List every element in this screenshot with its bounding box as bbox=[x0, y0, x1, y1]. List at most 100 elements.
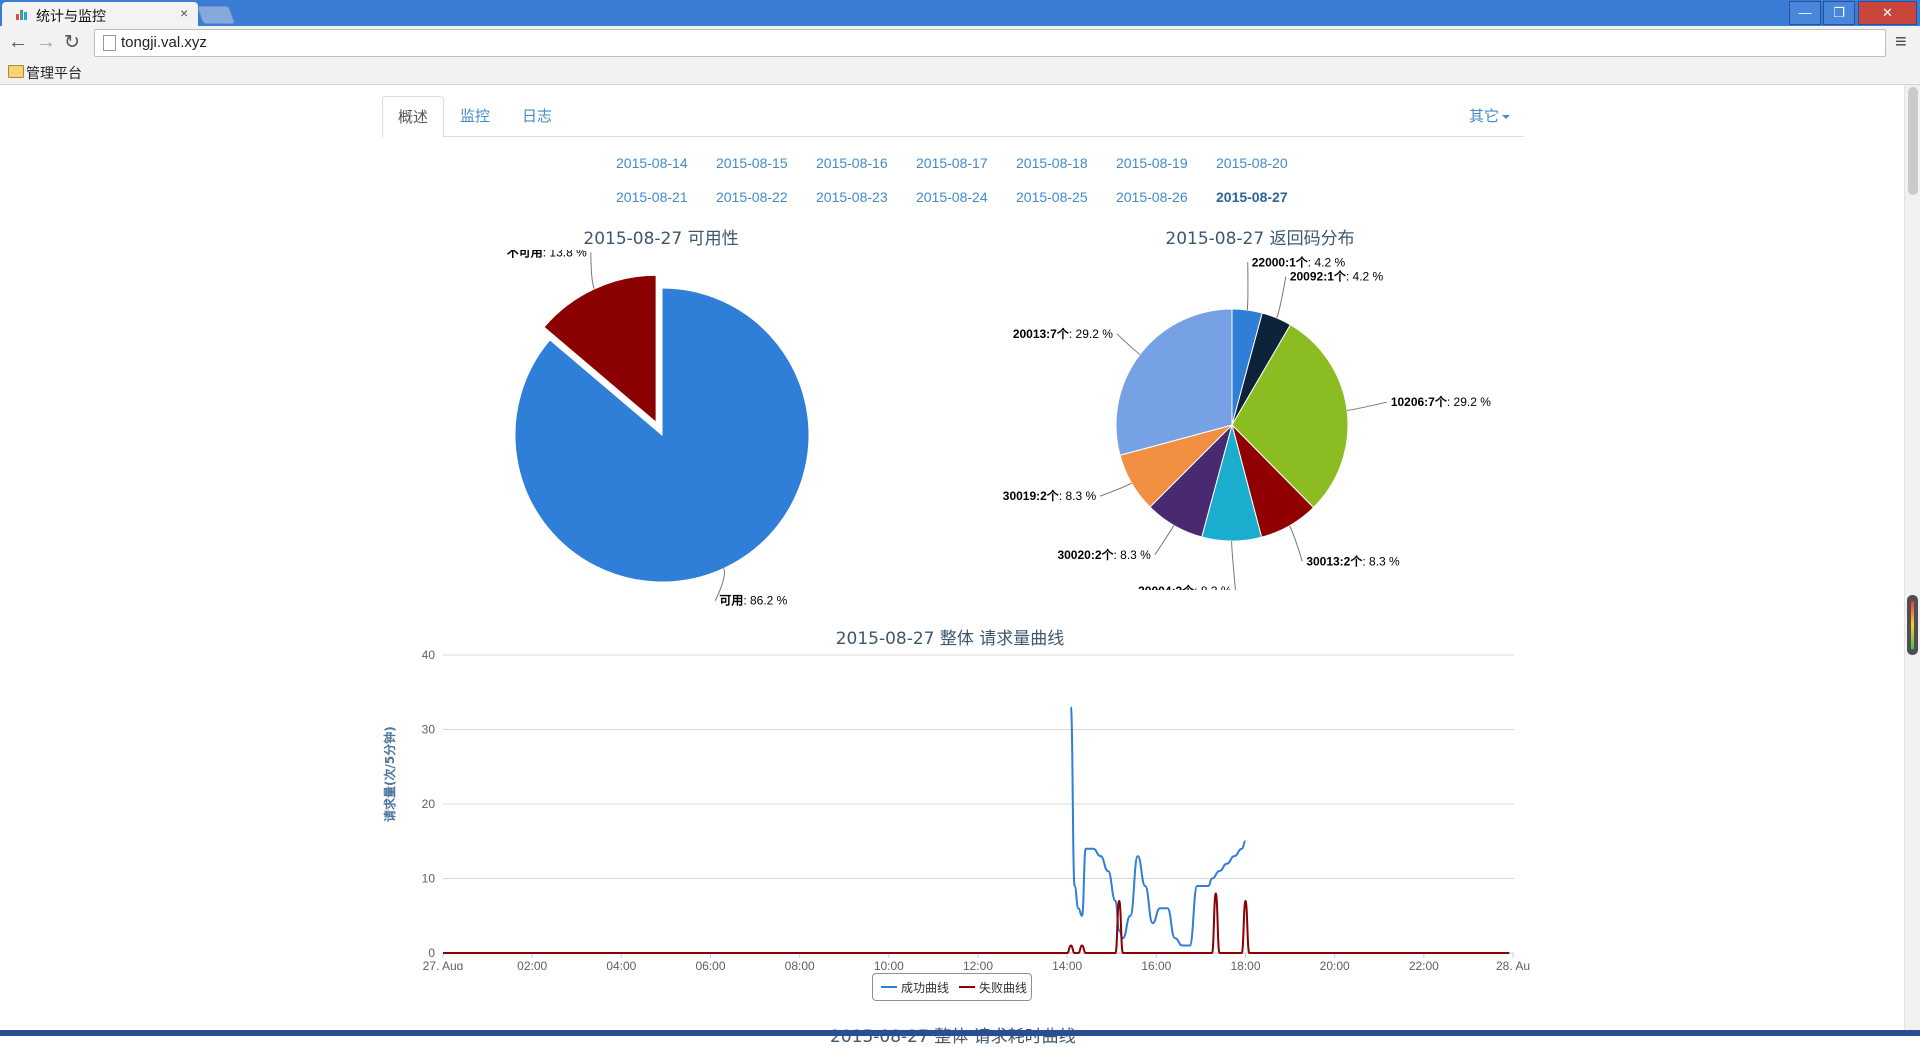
pie-slice[interactable] bbox=[514, 287, 810, 583]
date-link[interactable]: 2015-08-20 bbox=[1216, 155, 1288, 171]
close-window-button[interactable]: ✕ bbox=[1858, 1, 1917, 25]
minimize-button[interactable]: — bbox=[1789, 1, 1821, 25]
date-link[interactable]: 2015-08-26 bbox=[1116, 189, 1188, 205]
label-connector bbox=[1347, 401, 1387, 411]
x-tick-label: 04:00 bbox=[606, 959, 636, 970]
address-bar[interactable]: tongji.val.xyz bbox=[94, 29, 1886, 57]
y-tick-label: 0 bbox=[428, 946, 435, 960]
date-link[interactable]: 2015-08-25 bbox=[1016, 189, 1088, 205]
label-connector bbox=[1276, 276, 1287, 319]
label-connector bbox=[1289, 525, 1303, 562]
label-connector bbox=[1116, 333, 1141, 355]
return-code-pie-chart: 22000:1个: 4.2 %20092:1个: 4.2 % 10206:7个: … bbox=[1003, 254, 1491, 590]
other-dropdown[interactable]: 其它 bbox=[1469, 96, 1510, 136]
pie-slice[interactable] bbox=[1115, 308, 1233, 456]
legend-line-success bbox=[881, 986, 897, 988]
scroll-indicator bbox=[1907, 595, 1918, 655]
label-connector bbox=[714, 568, 725, 601]
legend-item-failure[interactable]: 失败曲线 bbox=[979, 981, 1028, 995]
date-link[interactable]: 2015-08-24 bbox=[916, 189, 988, 205]
chart-legend: 成功曲线 失败曲线 bbox=[872, 973, 1032, 1001]
new-tab-button[interactable] bbox=[196, 6, 236, 24]
request-chart-title: 2015-08-27 整体 请求量曲线 bbox=[835, 629, 1065, 649]
label-connector bbox=[1246, 262, 1249, 311]
main-tabs: 概述 监控 日志 其它 bbox=[382, 96, 1524, 138]
date-link[interactable]: 2015-08-16 bbox=[816, 155, 888, 171]
date-link[interactable]: 2015-08-15 bbox=[716, 155, 788, 171]
browser-tab[interactable]: 统计与监控 × bbox=[2, 2, 198, 26]
x-tick-label: 22:00 bbox=[1409, 959, 1439, 970]
date-link[interactable]: 2015-08-27 bbox=[1216, 189, 1288, 205]
x-tick-label: 08:00 bbox=[785, 959, 815, 970]
pie-label: 30019:2个: 8.3 % bbox=[1003, 488, 1097, 503]
x-tick-label: 10:00 bbox=[874, 959, 904, 970]
pie-label: 22000:1个: 4.2 % bbox=[1252, 254, 1346, 269]
pie-label: 20013:7个: 29.2 % bbox=[1013, 326, 1113, 341]
pie-slice[interactable] bbox=[543, 274, 657, 424]
label-connector bbox=[1231, 540, 1236, 590]
pie-label: 20092:1个: 4.2 % bbox=[1290, 269, 1384, 284]
maximize-button[interactable]: ❐ bbox=[1823, 1, 1855, 25]
bookmarks-bar: 管理平台 bbox=[0, 60, 1920, 85]
chart-favicon-icon bbox=[16, 8, 30, 20]
y-tick-label: 30 bbox=[422, 723, 436, 737]
pie-label: 不可用: 13.8 % bbox=[507, 250, 587, 260]
pie-label: 30013:2个: 8.3 % bbox=[1306, 553, 1400, 568]
tab-title: 统计与监控 bbox=[36, 9, 106, 25]
label-connector bbox=[590, 252, 595, 290]
browser-toolbar: ← → ↻ tongji.val.xyz ≡ bbox=[0, 26, 1920, 60]
series-line[interactable] bbox=[443, 892, 1510, 955]
x-tick-label: 18:00 bbox=[1230, 959, 1260, 970]
pie-label: 10206:7个: 29.2 % bbox=[1391, 394, 1491, 409]
date-link[interactable]: 2015-08-21 bbox=[616, 189, 688, 205]
url-text[interactable]: tongji.val.xyz bbox=[121, 34, 207, 51]
y-axis-title: 请求量(次/5分钟) bbox=[383, 726, 397, 822]
tab-overview[interactable]: 概述 bbox=[382, 96, 444, 138]
y-tick-label: 40 bbox=[422, 648, 436, 662]
date-link[interactable]: 2015-08-19 bbox=[1116, 155, 1188, 171]
x-tick-label: 14:00 bbox=[1052, 959, 1082, 970]
browser-menu-icon[interactable]: ≡ bbox=[1895, 31, 1907, 53]
tab-monitor[interactable]: 监控 bbox=[460, 107, 491, 125]
x-tick-label: 20:00 bbox=[1320, 959, 1350, 970]
availability-pie-chart: 可用: 86.2 % 不可用: 13.8 % bbox=[507, 250, 810, 608]
browser-titlebar: 统计与监控 × — ❐ ✕ bbox=[0, 0, 1920, 26]
x-tick-label: 27. Aug bbox=[423, 959, 464, 970]
tab-close-icon[interactable]: × bbox=[180, 5, 189, 21]
date-link[interactable]: 2015-08-23 bbox=[816, 189, 888, 205]
request-line-chart: 0 10 20 30 40 27. Aug 02:00 04:00 06:00 08:00 10:0… bbox=[422, 648, 1530, 970]
page-icon bbox=[103, 35, 116, 51]
pie-label: 30020:2个: 8.3 % bbox=[1057, 547, 1151, 562]
forward-arrow-icon[interactable]: → bbox=[36, 31, 56, 53]
page-scrollbar[interactable] bbox=[1904, 85, 1920, 1036]
availability-chart-title: 2015-08-27 可用性 bbox=[583, 229, 739, 249]
legend-item-success[interactable]: 成功曲线 bbox=[901, 981, 950, 995]
x-tick-label: 16:00 bbox=[1141, 959, 1171, 970]
x-tick-label: 06:00 bbox=[695, 959, 725, 970]
bookmark-folder[interactable]: 管理平台 bbox=[26, 66, 82, 82]
x-tick-label: 28. Au bbox=[1496, 959, 1530, 970]
folder-icon bbox=[8, 65, 24, 78]
x-tick-label: 12:00 bbox=[963, 959, 993, 970]
tab-logs[interactable]: 日志 bbox=[522, 107, 553, 125]
back-arrow-icon[interactable]: ← bbox=[8, 31, 28, 53]
legend-line-failure bbox=[959, 986, 975, 988]
taskbar bbox=[0, 1030, 1920, 1036]
label-connector bbox=[1154, 525, 1175, 556]
pie-slice[interactable] bbox=[1231, 324, 1349, 509]
date-link[interactable]: 2015-08-18 bbox=[1016, 155, 1088, 171]
code-chart-title: 2015-08-27 返回码分布 bbox=[1165, 229, 1355, 249]
pie-label: 可用: 86.2 % bbox=[719, 594, 787, 608]
pie-label: 30004:2个: 8.3 % bbox=[1138, 583, 1232, 590]
x-tick-label: 02:00 bbox=[517, 959, 547, 970]
date-link[interactable]: 2015-08-17 bbox=[916, 155, 988, 171]
reload-icon[interactable]: ↻ bbox=[64, 32, 80, 53]
series-line[interactable] bbox=[1069, 706, 1246, 947]
scrollbar-thumb[interactable] bbox=[1908, 87, 1918, 195]
caret-down-icon bbox=[1502, 114, 1510, 119]
date-link[interactable]: 2015-08-14 bbox=[616, 155, 688, 171]
y-tick-label: 20 bbox=[422, 797, 436, 811]
date-link[interactable]: 2015-08-22 bbox=[716, 189, 788, 205]
label-connector bbox=[1100, 482, 1132, 497]
other-dropdown-label: 其它 bbox=[1468, 107, 1499, 125]
